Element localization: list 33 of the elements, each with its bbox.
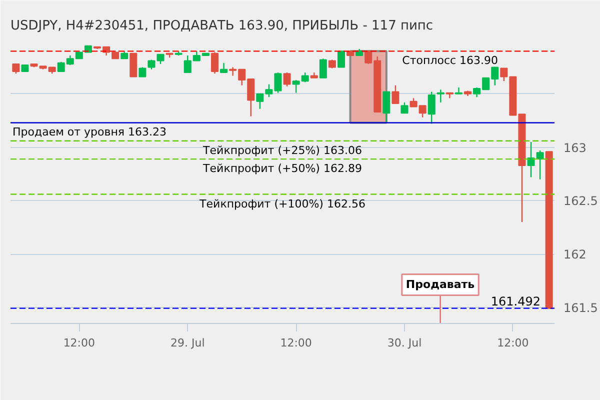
x-tick-label: 12:00 (497, 336, 529, 350)
candlestick (220, 62, 228, 74)
candlestick (392, 84, 400, 104)
candlestick (400, 102, 408, 114)
candlestick (138, 66, 146, 78)
candlestick (436, 89, 444, 104)
candlestick (283, 72, 291, 88)
ref-line-label: Продаем от уровня 163.23 (12, 126, 167, 139)
candlestick (337, 50, 345, 68)
candlestick (428, 91, 436, 124)
y-tick-label: 161.5 (564, 300, 598, 315)
x-tick-label: 29. Jul (170, 336, 205, 350)
candlestick (382, 91, 390, 122)
candlestick (210, 52, 218, 74)
annotation: Продавать (406, 278, 475, 292)
y-tick-label: 162.5 (564, 194, 598, 208)
candlestick (12, 63, 20, 74)
ref-line-label: 161.492 (490, 294, 540, 308)
x-tick-label: 30. Jul (387, 336, 422, 350)
x-tick-label: 12:00 (280, 336, 312, 350)
candlestick (156, 54, 164, 65)
ref-line-label: Тейкпрофит (+50%) 162.89 (202, 162, 362, 176)
x-tick-label: 12:00 (63, 336, 96, 350)
chart-title: USDJPY, H4#230451, ПРОДАВАТЬ 163.90, ПРИБЫЛЬ - 117 пипс (10, 18, 434, 34)
y-tick-label: 163 (564, 140, 586, 155)
candlestick (454, 86, 462, 94)
ref-line-label: Стоплосс 163.90 (402, 54, 498, 68)
ref-line-label: Тейкпрофит (+25%) 163.06 (202, 144, 362, 157)
y-tick-label: 162 (564, 248, 586, 262)
candlestick (130, 52, 138, 78)
candlestick (148, 59, 156, 70)
candlestick (319, 58, 327, 78)
ref-line-label: Тейкпрофит (+100%) 162.56 (198, 197, 366, 210)
